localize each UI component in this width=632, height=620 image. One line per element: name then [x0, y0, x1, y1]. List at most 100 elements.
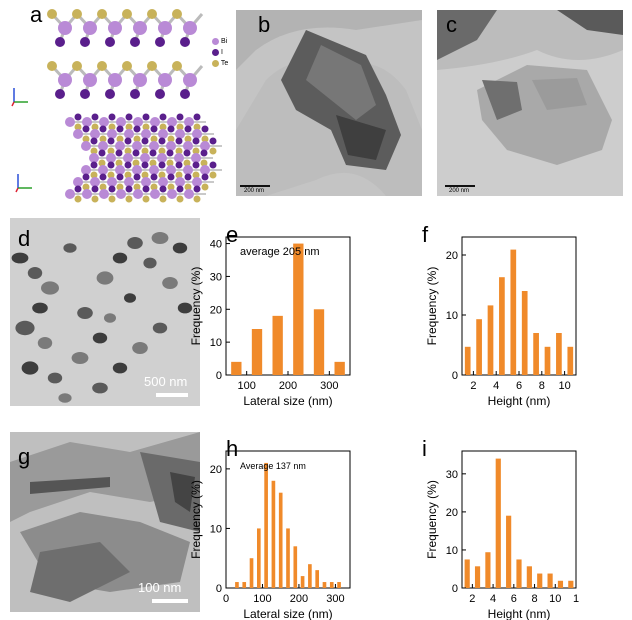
particle — [27, 267, 43, 279]
panel-label-a: a — [30, 2, 43, 27]
x-tick-label: 4 — [490, 593, 496, 605]
legend-i-label: I — [220, 49, 223, 56]
panel-label-h: h — [226, 436, 239, 461]
atom-i — [105, 89, 115, 99]
atom-te — [159, 195, 167, 203]
atom-bi — [65, 117, 75, 127]
y-tick-label: 30 — [446, 469, 458, 481]
y-tick-label: 10 — [210, 523, 222, 535]
atom-i — [155, 37, 165, 47]
atom-i — [108, 185, 116, 193]
y-axis-label: Frequency (%) — [425, 267, 439, 346]
atom-bi — [184, 189, 194, 199]
particle — [71, 352, 89, 364]
x-tick-label: 300 — [326, 593, 344, 605]
x-tick-label: 200 — [279, 380, 297, 392]
scalebar-c-label: 200 nm — [449, 188, 470, 194]
atom-i — [141, 137, 149, 145]
atom-te — [141, 147, 149, 155]
atom-i — [124, 161, 132, 169]
atom-i — [125, 185, 133, 193]
legend-bi: Bi — [212, 36, 228, 47]
atom-te — [149, 159, 157, 167]
x-tick-label: 2 — [470, 380, 476, 392]
x-axis-label: Height (nm) — [488, 394, 551, 408]
atom-te — [201, 183, 209, 191]
atom-i — [82, 173, 90, 181]
atom-bi — [133, 189, 143, 199]
atom-bi — [158, 21, 172, 35]
atom-te — [176, 123, 184, 131]
atom-te — [74, 123, 82, 131]
tem-image-b: 200 nm — [236, 10, 422, 196]
atom-te — [91, 195, 99, 203]
y-tick-label: 40 — [210, 239, 222, 251]
axis-triad-1 — [11, 88, 28, 107]
atom-te — [97, 61, 107, 71]
atom-i — [116, 125, 124, 133]
x-axis-label: Lateral size (nm) — [243, 607, 332, 620]
atom-i — [99, 125, 107, 133]
atom-bi — [192, 177, 202, 187]
atom-bi — [73, 177, 83, 187]
particle — [96, 271, 114, 285]
x-tick-label: 4 — [493, 380, 499, 392]
atom-bi — [167, 117, 177, 127]
bar — [568, 580, 574, 588]
particle — [37, 337, 53, 349]
atom-i — [99, 173, 107, 181]
atom-te — [82, 183, 90, 191]
atom-bi — [98, 141, 108, 151]
bar — [334, 361, 345, 375]
atom-te — [124, 171, 132, 179]
bar — [516, 559, 522, 588]
atom-te — [133, 135, 141, 143]
particle — [15, 320, 35, 336]
bar — [556, 333, 562, 375]
atom-bi — [183, 141, 193, 151]
atom-i — [141, 161, 149, 169]
atom-i — [90, 137, 98, 145]
atom-i — [193, 185, 201, 193]
bar — [293, 546, 298, 588]
atom-bi — [183, 73, 197, 87]
bar — [464, 559, 470, 588]
atom-bi — [106, 153, 116, 163]
atom-i — [192, 137, 200, 145]
atom-bi — [132, 165, 142, 175]
atom-te — [142, 195, 150, 203]
atom-bi — [116, 117, 126, 127]
atom-te — [72, 61, 82, 71]
atom-bi — [192, 129, 202, 139]
atom-bi — [141, 129, 151, 139]
crystal-top-view — [65, 113, 222, 203]
atom-i — [107, 161, 115, 169]
atom-i — [167, 173, 175, 181]
bar — [476, 319, 482, 375]
particle — [124, 293, 136, 303]
atom-bi — [99, 189, 109, 199]
bar — [286, 528, 290, 588]
atom-te — [99, 183, 107, 191]
atom-i — [159, 113, 167, 121]
atom-bi — [150, 117, 160, 127]
atom-i — [209, 161, 217, 169]
particle — [32, 302, 48, 314]
atom-te — [108, 123, 116, 131]
atom-bi — [99, 117, 109, 127]
atom-te — [167, 183, 175, 191]
bar — [271, 480, 276, 588]
atom-i — [180, 37, 190, 47]
atom-i — [175, 137, 183, 145]
atom-bi — [133, 73, 147, 87]
atom-i — [74, 113, 82, 121]
atom-bi — [183, 165, 193, 175]
atom-te — [147, 61, 157, 71]
legend-i: I — [212, 47, 228, 58]
atom-bi — [124, 129, 134, 139]
atom-te — [175, 147, 183, 155]
atom-bi — [58, 21, 72, 35]
atom-i — [80, 37, 90, 47]
atom-te — [47, 9, 57, 19]
scalebar-d-line — [156, 393, 188, 397]
